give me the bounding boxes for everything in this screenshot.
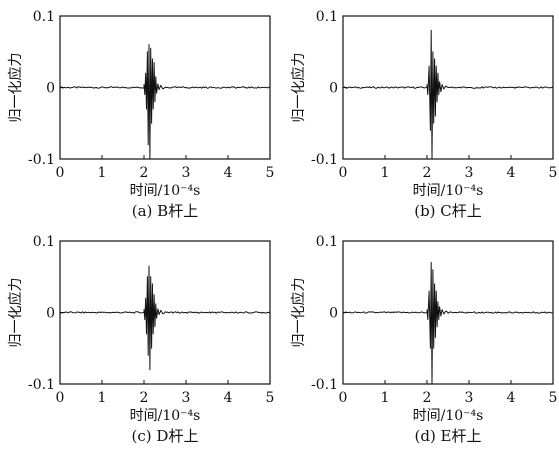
signal-line	[342, 29, 554, 160]
x-tick-label: 1	[98, 390, 107, 406]
y-tick-label: 0.1	[316, 234, 338, 250]
x-tick-label: 1	[381, 165, 390, 181]
signal-line	[342, 261, 554, 385]
x-tick-label: 0	[56, 165, 65, 181]
y-tick-label: -0.1	[311, 152, 338, 168]
x-tick-label: 3	[182, 165, 191, 181]
y-tick-label: -0.1	[28, 152, 55, 168]
x-tick-label: 2	[140, 390, 149, 406]
y-axis-label: 归一化应力	[290, 53, 307, 123]
panel-caption: (a) B杆上	[132, 202, 198, 220]
y-tick-label: -0.1	[28, 377, 55, 393]
x-tick-label: 5	[266, 165, 275, 181]
x-tick-label: 1	[381, 390, 390, 406]
x-tick-label: 1	[98, 165, 107, 181]
panel-caption: (b) C杆上	[414, 202, 482, 220]
y-tick-label: 0	[46, 306, 55, 322]
x-tick-label: 2	[423, 390, 432, 406]
signal-line	[59, 265, 271, 371]
x-tick-label: 0	[339, 390, 348, 406]
x-tick-label: 4	[224, 165, 233, 181]
x-tick-label: 2	[423, 165, 432, 181]
y-tick-label: 0.1	[316, 9, 338, 25]
panel-caption: (c) D杆上	[132, 427, 199, 445]
panel-caption: (d) E杆上	[414, 427, 481, 445]
x-tick-label: 0	[339, 165, 348, 181]
x-tick-label: 2	[140, 165, 149, 181]
signal-line	[59, 44, 271, 160]
y-axis-label: 归一化应力	[7, 53, 24, 123]
y-tick-label: 0	[46, 81, 55, 97]
x-axis-label: 时间/10⁻⁴s	[130, 183, 201, 199]
y-tick-label: 0	[329, 81, 338, 97]
x-tick-label: 3	[465, 390, 474, 406]
x-axis-label: 时间/10⁻⁴s	[413, 408, 484, 424]
x-tick-label: 5	[549, 390, 558, 406]
x-tick-label: 4	[507, 165, 516, 181]
x-tick-label: 0	[56, 390, 65, 406]
x-tick-label: 5	[266, 390, 275, 406]
y-tick-label: -0.1	[311, 377, 338, 393]
x-tick-label: 4	[507, 390, 516, 406]
y-axis-label: 归一化应力	[7, 278, 24, 348]
x-tick-label: 4	[224, 390, 233, 406]
x-axis-label: 时间/10⁻⁴s	[130, 408, 201, 424]
x-axis-label: 时间/10⁻⁴s	[413, 183, 484, 199]
x-tick-label: 3	[465, 165, 474, 181]
y-axis-label: 归一化应力	[290, 278, 307, 348]
x-tick-label: 5	[549, 165, 558, 181]
x-tick-label: 3	[182, 390, 191, 406]
y-tick-label: 0	[329, 306, 338, 322]
y-tick-label: 0.1	[33, 234, 55, 250]
y-tick-label: 0.1	[33, 9, 55, 25]
